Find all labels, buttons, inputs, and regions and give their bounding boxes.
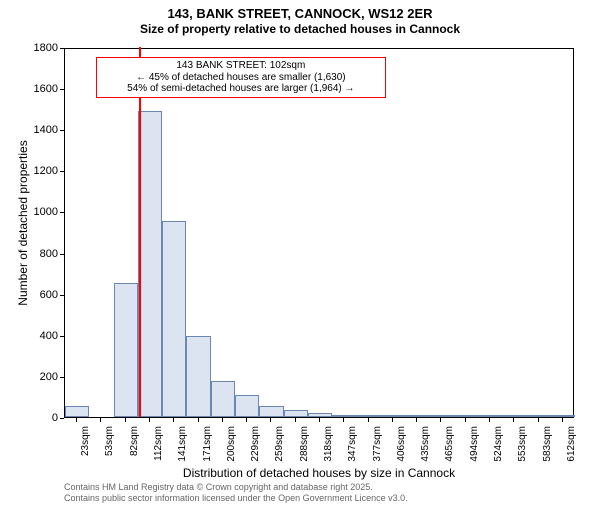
histogram-bar	[211, 381, 235, 417]
y-tick-label: 800	[18, 248, 58, 260]
x-tick-label: 377sqm	[372, 426, 383, 466]
annotation-line: 54% of semi-detached houses are larger (…	[101, 83, 382, 95]
chart-title-block: 143, BANK STREET, CANNOCK, WS12 2ER Size…	[0, 6, 600, 36]
annotation-line: ← 45% of detached houses are smaller (1,…	[101, 72, 382, 84]
x-tick-mark	[489, 418, 490, 422]
y-tick-mark	[60, 336, 64, 337]
x-tick-label: 612sqm	[566, 426, 577, 466]
histogram-bar	[259, 406, 283, 417]
histogram-bar	[308, 413, 332, 417]
x-tick-mark	[246, 418, 247, 422]
y-tick-mark	[60, 377, 64, 378]
x-tick-label: 435sqm	[420, 426, 431, 466]
x-tick-label: 112sqm	[153, 426, 164, 466]
histogram-bar	[551, 415, 575, 417]
y-tick-label: 0	[18, 412, 58, 424]
x-tick-mark	[222, 418, 223, 422]
y-tick-label: 400	[18, 330, 58, 342]
y-tick-mark	[60, 48, 64, 49]
x-tick-label: 494sqm	[469, 426, 480, 466]
y-tick-mark	[60, 254, 64, 255]
histogram-bar	[356, 415, 380, 417]
histogram-bar	[114, 283, 138, 417]
x-tick-label: 141sqm	[177, 426, 188, 466]
histogram-bar	[138, 111, 162, 417]
x-tick-mark	[76, 418, 77, 422]
x-tick-label: 229sqm	[250, 426, 261, 466]
x-tick-mark	[100, 418, 101, 422]
y-tick-label: 1000	[18, 206, 58, 218]
y-tick-mark	[60, 212, 64, 213]
histogram-bar	[502, 415, 526, 417]
x-tick-mark	[343, 418, 344, 422]
histogram-bar	[478, 415, 502, 417]
x-tick-mark	[465, 418, 466, 422]
histogram-bar	[429, 415, 453, 417]
x-tick-mark	[440, 418, 441, 422]
y-tick-label: 600	[18, 289, 58, 301]
title-line2: Size of property relative to detached ho…	[0, 22, 600, 36]
x-tick-label: 465sqm	[444, 426, 455, 466]
histogram-bar	[381, 415, 405, 417]
x-tick-mark	[173, 418, 174, 422]
y-tick-label: 1200	[18, 165, 58, 177]
x-tick-mark	[513, 418, 514, 422]
x-tick-label: 200sqm	[226, 426, 237, 466]
annotation-line: 143 BANK STREET: 102sqm	[101, 60, 382, 72]
x-tick-mark	[198, 418, 199, 422]
plot-area: 143 BANK STREET: 102sqm← 45% of detached…	[64, 48, 574, 418]
histogram-bar	[162, 221, 186, 417]
x-tick-mark	[319, 418, 320, 422]
annotation-box: 143 BANK STREET: 102sqm← 45% of detached…	[96, 57, 387, 98]
histogram-bar	[332, 415, 356, 417]
y-tick-mark	[60, 171, 64, 172]
x-tick-label: 53sqm	[104, 426, 115, 466]
title-line1: 143, BANK STREET, CANNOCK, WS12 2ER	[0, 6, 600, 21]
x-tick-label: 171sqm	[202, 426, 213, 466]
histogram-bar	[405, 415, 429, 417]
y-tick-mark	[60, 89, 64, 90]
x-tick-mark	[562, 418, 563, 422]
footer-line2: Contains public sector information licen…	[64, 493, 408, 503]
x-tick-mark	[392, 418, 393, 422]
x-tick-mark	[125, 418, 126, 422]
x-tick-label: 318sqm	[323, 426, 334, 466]
x-tick-label: 347sqm	[347, 426, 358, 466]
footer-line1: Contains HM Land Registry data © Crown c…	[64, 482, 373, 492]
histogram-bar	[186, 336, 210, 417]
x-tick-mark	[149, 418, 150, 422]
y-tick-mark	[60, 418, 64, 419]
histogram-bar	[526, 415, 550, 417]
x-tick-label: 259sqm	[274, 426, 285, 466]
x-tick-mark	[270, 418, 271, 422]
x-tick-mark	[538, 418, 539, 422]
histogram-bar	[65, 406, 89, 417]
y-tick-label: 200	[18, 371, 58, 383]
x-axis-label: Distribution of detached houses by size …	[64, 466, 574, 480]
x-tick-label: 23sqm	[80, 426, 91, 466]
y-tick-label: 1600	[18, 83, 58, 95]
x-tick-label: 583sqm	[542, 426, 553, 466]
property-marker-line	[139, 47, 141, 417]
x-tick-mark	[295, 418, 296, 422]
histogram-bar	[454, 415, 478, 417]
x-tick-mark	[416, 418, 417, 422]
x-tick-label: 288sqm	[299, 426, 310, 466]
x-tick-mark	[368, 418, 369, 422]
y-tick-label: 1400	[18, 124, 58, 136]
x-tick-label: 82sqm	[129, 426, 140, 466]
x-tick-label: 406sqm	[396, 426, 407, 466]
x-tick-label: 553sqm	[517, 426, 528, 466]
x-tick-label: 524sqm	[493, 426, 504, 466]
y-tick-label: 1800	[18, 42, 58, 54]
y-tick-mark	[60, 295, 64, 296]
y-tick-mark	[60, 130, 64, 131]
histogram-bar	[235, 395, 259, 417]
histogram-bar	[284, 410, 308, 417]
